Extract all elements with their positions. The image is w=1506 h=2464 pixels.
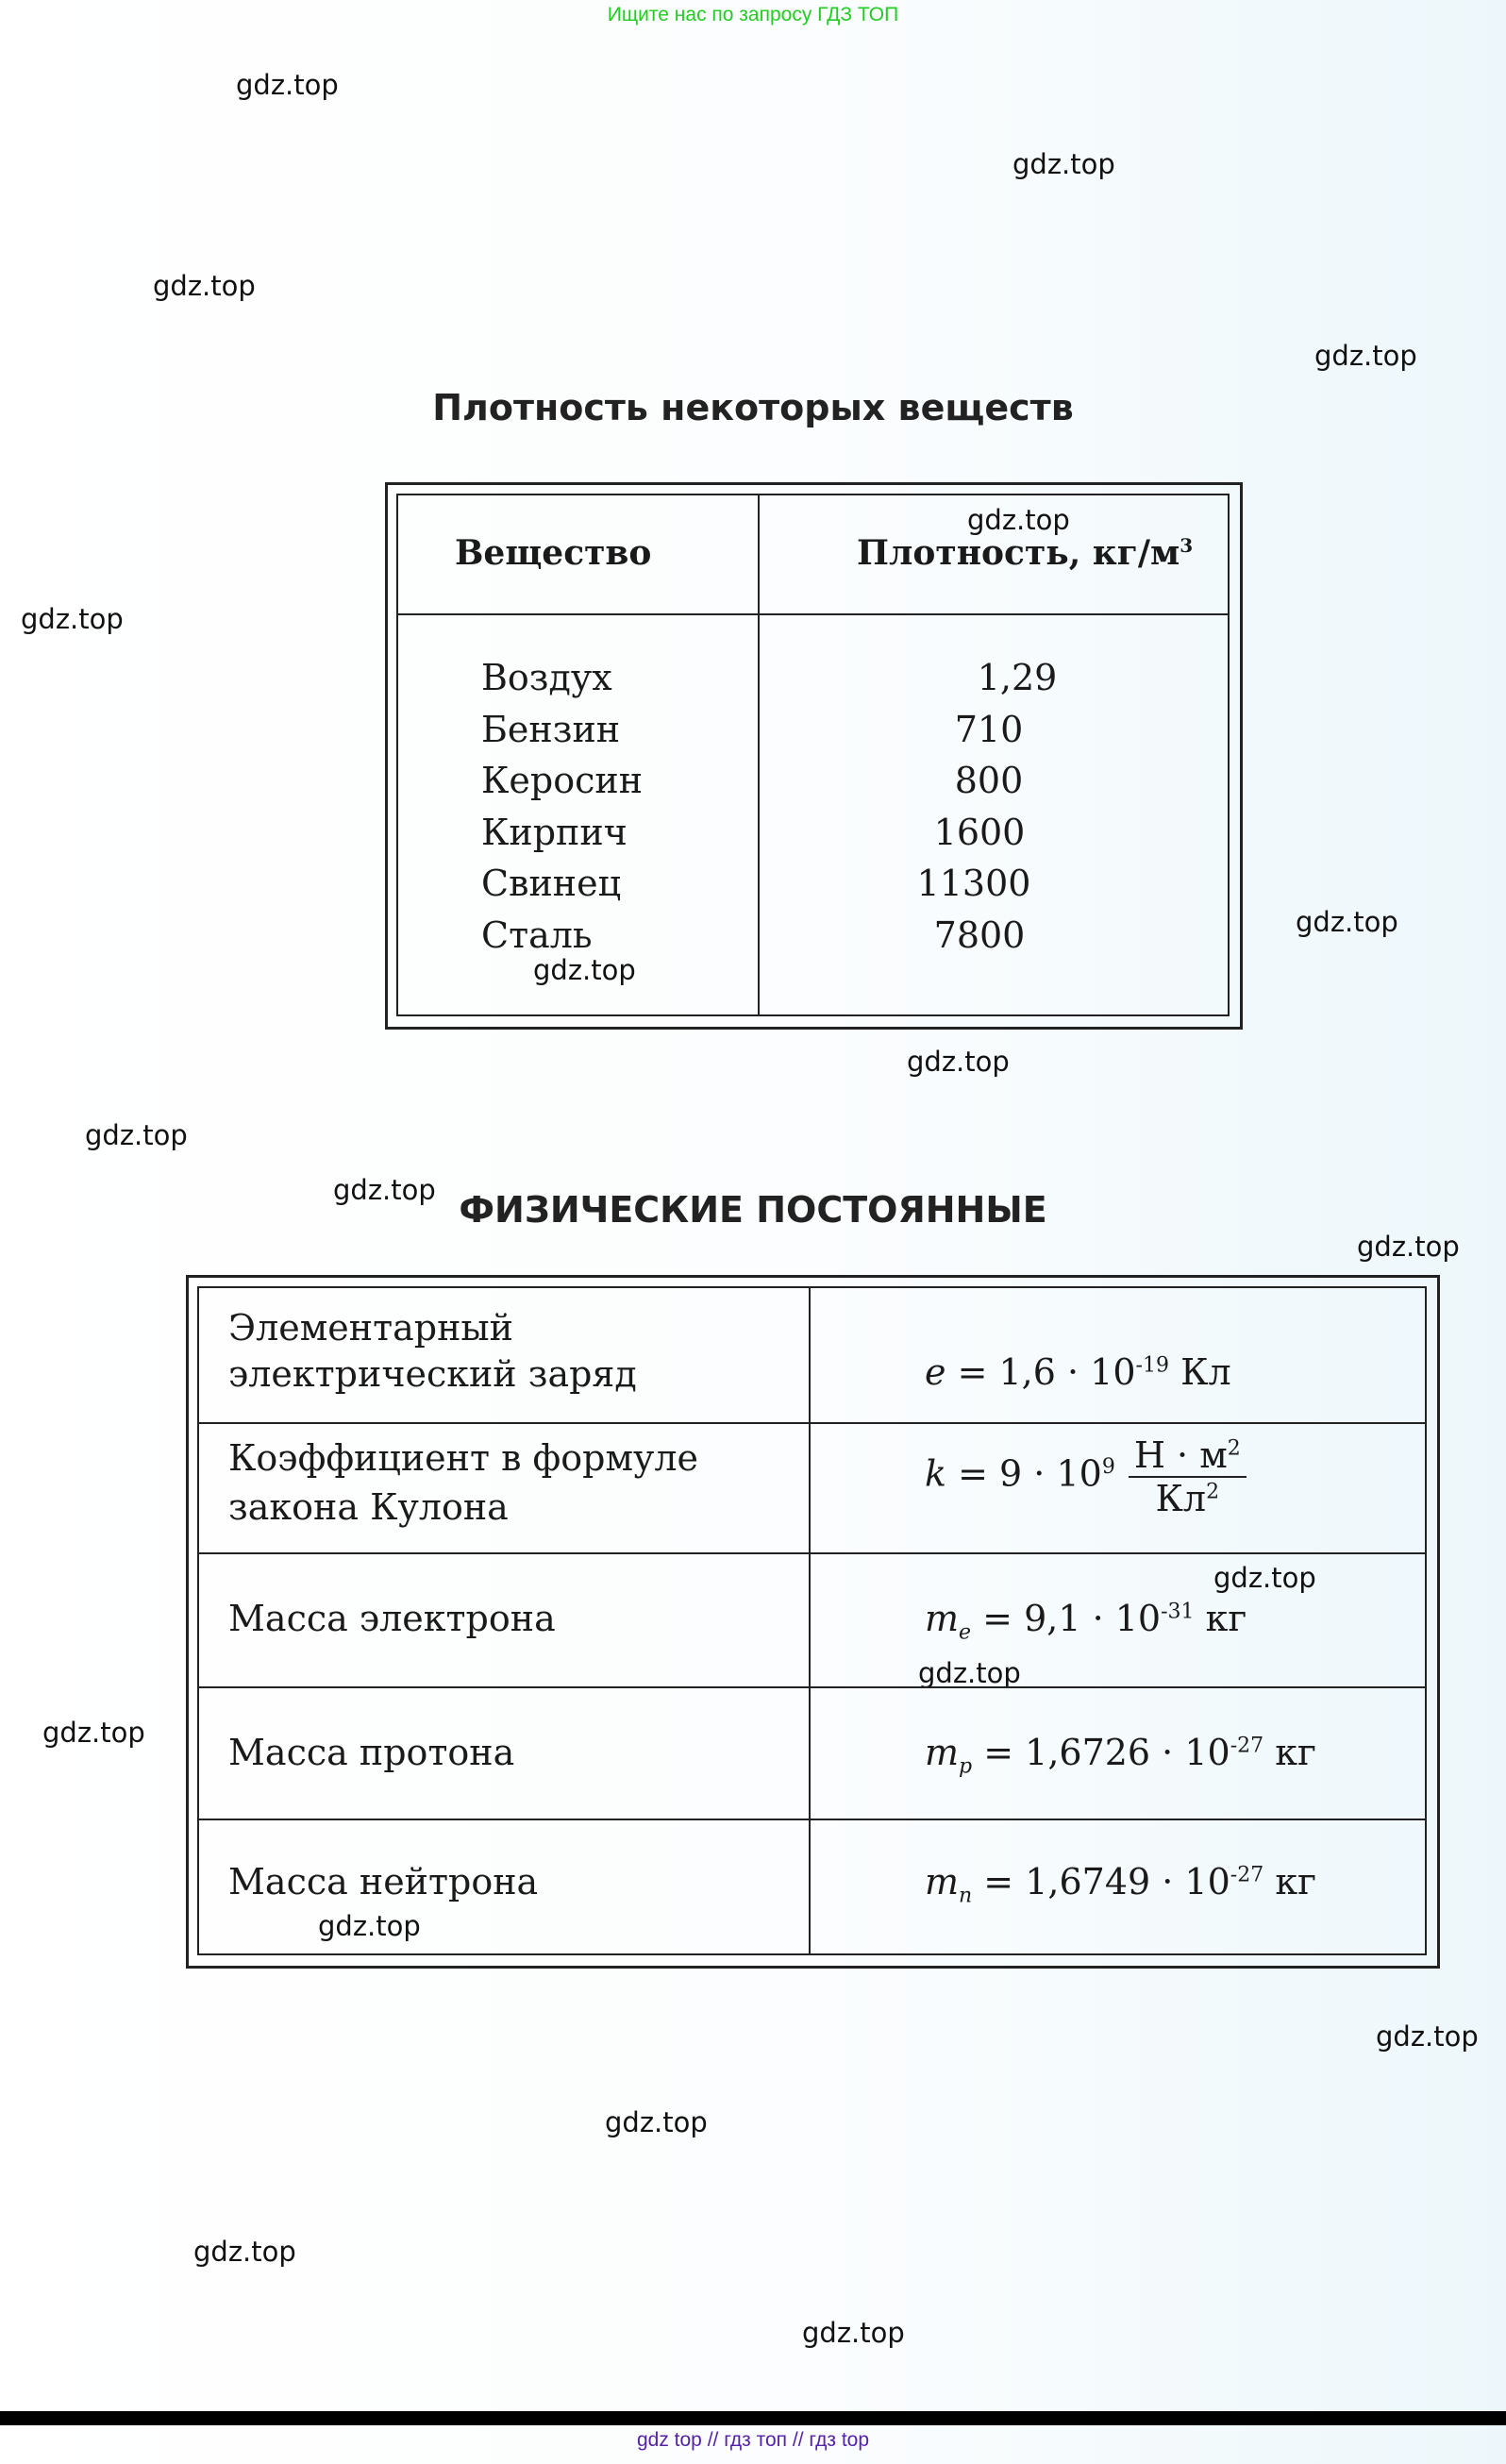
substance-name: Сталь [481,914,593,956]
watermark: gdz.top [605,2106,708,2138]
substance-name: Свинец [481,863,622,904]
density-table-title: Плотность некоторых веществ [432,387,1074,428]
header-substance: Вещество [455,533,652,573]
watermark: gdz.top [1213,1562,1316,1594]
constant-formula: mn = 1,6749 · 10-27 кг [925,1861,1316,1908]
density-value: 7800 [933,914,1026,956]
watermark: gdz.top [193,2236,296,2268]
density-value: 1600 [933,812,1026,853]
constants-table-title: ФИЗИЧЕСКИЕ ПОСТОЯННЫЕ [459,1189,1047,1231]
substance-name: Бензин [481,709,621,750]
banner-text: Ищите нас по запросу ГДЗ ТОП [607,4,899,25]
density-value: 11300 [916,863,1031,904]
constant-label: Масса электрона [228,1598,556,1639]
watermark: gdz.top [1376,2020,1479,2053]
constant-label: Масса нейтрона [228,1861,539,1902]
constant-label: Элементарный [228,1307,513,1349]
substance-name: Керосин [481,760,644,801]
constant-label: Коэффициент в формуле [228,1437,699,1479]
watermark: gdz.top [1314,340,1417,372]
watermark: gdz.top [236,69,339,101]
watermark: gdz.top [1012,148,1115,180]
watermark: gdz.top [918,1657,1021,1689]
watermark: gdz.top [802,2317,905,2349]
constant-label: Масса протона [228,1732,515,1773]
constant-label: электрический заряд [228,1353,637,1395]
density-value: 710 [954,709,1024,750]
watermark: gdz.top [1296,906,1398,938]
watermark: gdz.top [333,1174,436,1206]
bottom-bar [0,2411,1506,2425]
watermark: gdz.top [21,603,124,635]
constant-formula: k = 9 · 109 Н · м2 Кл2 [925,1434,1247,1519]
watermark: gdz.top [42,1717,145,1749]
watermark: gdz.top [907,1046,1010,1078]
substance-name: Кирпич [481,812,628,853]
constant-formula: mp = 1,6726 · 10-27 кг [925,1732,1316,1779]
watermark: gdz.top [153,270,256,302]
constant-label: закона Кулона [228,1486,509,1528]
constant-formula: me = 9,1 · 10-31 кг [925,1598,1247,1645]
watermark: gdz.top [967,504,1070,536]
constant-formula: e = 1,6 · 10-19 Кл [925,1351,1231,1393]
watermark: gdz.top [1357,1231,1460,1263]
density-value: 800 [954,760,1024,801]
header-density: Плотность, кг/м3 [857,533,1194,573]
watermark: gdz.top [85,1119,188,1151]
watermark: gdz.top [533,954,636,986]
substance-name: Воздух [481,657,612,698]
footer-text: gdz top // гдз топ // гдз top [636,2429,870,2451]
density-value: 1,29 [977,657,1058,698]
watermark: gdz.top [318,1910,421,1942]
